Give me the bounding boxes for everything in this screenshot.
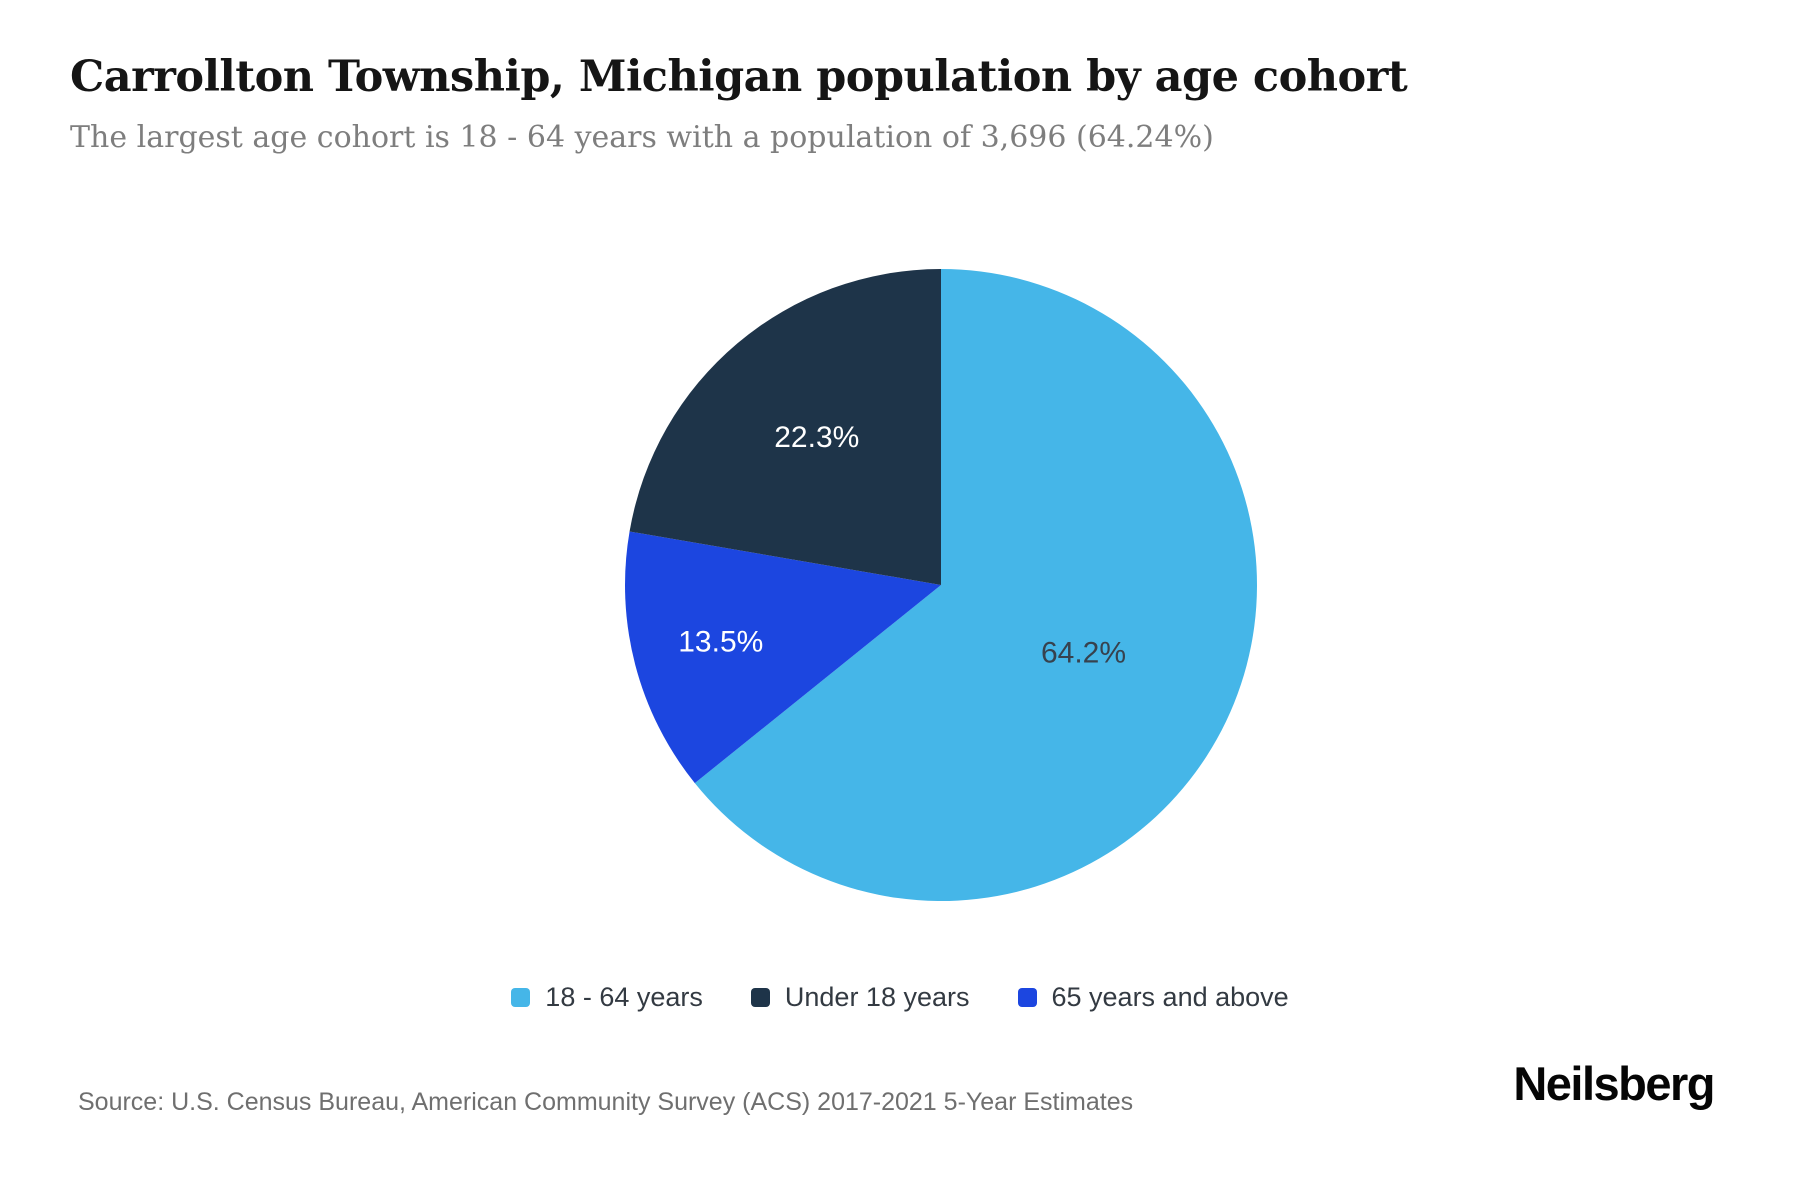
pie-slice-65-years-and-above[interactable]	[625, 531, 941, 784]
pie-label-under-18-years: 22.3%	[774, 421, 859, 454]
legend: 18 - 64 years Under 18 years 65 years an…	[0, 982, 1800, 1013]
legend-label-under-18-years: Under 18 years	[784, 982, 970, 1012]
legend-swatch-65-years-and-above-icon	[1017, 988, 1037, 1007]
brand-logo: Neilsberg	[1513, 1057, 1715, 1110]
pie-chart: 64.2% 13.5% 22.3%	[625, 269, 1258, 901]
pie-slice-under-18-years[interactable]	[629, 269, 941, 585]
source-note: Source: U.S. Census Bureau, American Com…	[78, 1088, 1134, 1116]
chart-title: Carrollton Township, Michigan population…	[70, 52, 1408, 102]
legend-label-65-years-and-above: 65 years and above	[1051, 982, 1289, 1012]
legend-label-18-64-years: 18 - 64 years	[545, 982, 703, 1012]
pie-label-65-years-and-above: 13.5%	[678, 626, 763, 659]
legend-swatch-under-18-years-icon	[750, 988, 770, 1007]
legend-item-18-64-years[interactable]: 18 - 64 years	[511, 982, 703, 1013]
pie-label-18-64-years: 64.2%	[1041, 637, 1126, 670]
legend-item-65-years-and-above[interactable]: 65 years and above	[1017, 982, 1289, 1013]
pie-slice-18-64-years[interactable]	[694, 269, 1258, 901]
legend-item-under-18-years[interactable]: Under 18 years	[750, 982, 970, 1013]
chart-subtitle: The largest age cohort is 18 - 64 years …	[70, 120, 1214, 155]
legend-swatch-18-64-years-icon	[511, 988, 531, 1007]
